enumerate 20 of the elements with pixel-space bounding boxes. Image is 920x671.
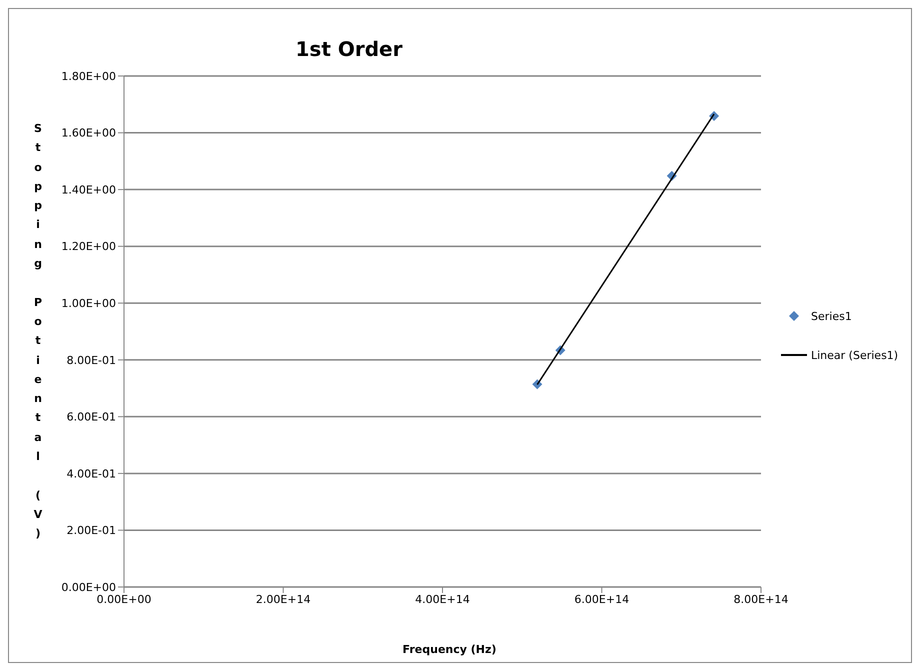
y-tick-label: 0.00E+00: [61, 580, 116, 594]
x-axis-title: Frequency (Hz): [402, 643, 498, 656]
y-tick-label: 1.60E+00: [61, 126, 116, 140]
y-tick-label: 6.00E-01: [66, 410, 116, 424]
x-tick-label: 6.00E+14: [574, 592, 630, 606]
chart-title: 1st Order: [294, 37, 404, 61]
y-tick-label: 8.00E-01: [66, 354, 116, 367]
x-tick-label: 2.00E+14: [256, 592, 311, 606]
legend-label: Linear (Series1): [811, 348, 898, 362]
y-tick-label: 2.00E-01: [66, 524, 116, 538]
y-tick-label: 1.40E+00: [61, 183, 116, 196]
y-tick-label: 1.20E+00: [61, 240, 116, 254]
y-tick-label: 1.80E+00: [61, 70, 116, 83]
text: Stopping Potiental (V): [34, 122, 42, 540]
y-tick-label: 4.00E-01: [66, 467, 116, 480]
x-tick-label: 8.00E+14: [734, 592, 788, 606]
legend-label: Series1: [811, 310, 852, 322]
x-tick-label: 0.00E+00: [96, 592, 152, 606]
x-tick-label: 4.00E+14: [415, 592, 470, 606]
y-tick-label: 1.00E+00: [61, 297, 116, 310]
